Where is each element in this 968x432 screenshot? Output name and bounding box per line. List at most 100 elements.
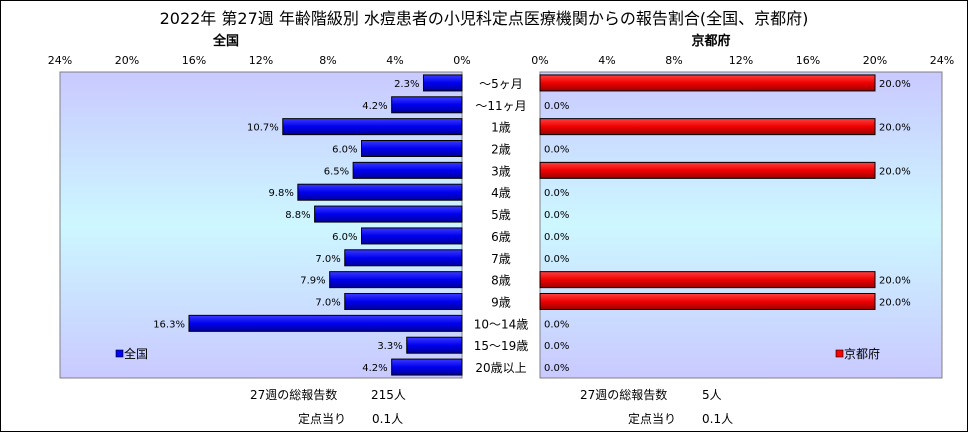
left-tick-label: 20% — [115, 54, 139, 67]
category-label: 5歳 — [491, 208, 511, 222]
right-data-label: 20.0% — [879, 166, 911, 177]
right-plot-area — [539, 71, 943, 379]
right-legend: 京都府 — [835, 346, 880, 361]
right-tick-label: 16% — [796, 54, 820, 67]
kyoto-per-site-label: 定点当り — [628, 412, 677, 426]
left-tick-label: 16% — [182, 54, 206, 67]
left-bar — [314, 205, 463, 223]
right-tick-label: 4% — [598, 54, 615, 67]
right-bar — [539, 293, 876, 310]
left-bar — [188, 314, 463, 332]
right-legend-label: 京都府 — [844, 346, 880, 361]
national-per-site-value: 0.1人 — [372, 412, 404, 426]
right-data-label: 0.0% — [544, 232, 569, 243]
right-tick-label: 0% — [531, 54, 548, 67]
right-data-label: 0.0% — [544, 101, 569, 112]
right-data-label: 0.0% — [544, 188, 569, 199]
category-label: 15～19歳 — [474, 339, 529, 353]
left-bar — [344, 293, 463, 310]
right-legend-swatch — [835, 349, 844, 358]
right-tick-label: 20% — [863, 54, 887, 67]
right-axis-ticks: 0% 4% 8% 12% 16% 20% 24% — [531, 54, 954, 67]
category-labels: ～5ヶ月 ～11ヶ月 1歳 2歳 3歳 4歳 5歳 6歳 7歳 8歳 9歳 10～14歳 15～19歳 2… — [474, 77, 529, 375]
left-data-label: 7.0% — [315, 254, 340, 265]
left-data-label: 7.9% — [300, 276, 325, 287]
left-bar — [282, 118, 463, 136]
right-tick-label: 8% — [665, 54, 682, 67]
left-data-label: 4.2% — [362, 101, 387, 112]
national-per-site-label: 定点当り — [298, 412, 347, 426]
left-tick-label: 8% — [319, 54, 336, 67]
left-bar — [391, 358, 463, 376]
national-total-value: 215人 — [371, 388, 406, 402]
left-data-label: 9.8% — [268, 188, 293, 199]
left-panel-title: 全国 — [212, 33, 239, 49]
right-data-label: 20.0% — [879, 276, 911, 287]
right-tick-label: 12% — [729, 54, 753, 67]
left-bar — [391, 96, 463, 114]
left-data-label: 8.8% — [285, 210, 310, 221]
left-tick-label: 12% — [249, 54, 273, 67]
left-legend-label: 全国 — [124, 346, 148, 361]
right-data-label: 20.0% — [879, 123, 911, 134]
left-tick-label: 0% — [453, 54, 470, 67]
right-bars: 20.0% 0.0% 20.0% 0.0% 20.0% 0.0% 0.0% 0.0% 0.0% 2… — [539, 74, 911, 374]
left-data-label: 3.3% — [377, 341, 402, 352]
category-label: 10～14歳 — [474, 317, 529, 331]
right-data-label: 0.0% — [544, 210, 569, 221]
category-label: 20歳以上 — [475, 361, 526, 375]
kyoto-total-label: 27週の総報告数 — [580, 388, 668, 402]
category-label: 6歳 — [491, 230, 511, 244]
left-data-label: 7.0% — [315, 298, 340, 309]
right-data-label: 0.0% — [544, 341, 569, 352]
category-label: 4歳 — [491, 186, 511, 200]
left-bar — [329, 271, 463, 289]
left-bar — [361, 227, 463, 245]
right-data-label: 20.0% — [879, 298, 911, 309]
left-data-label: 10.7% — [247, 123, 279, 134]
right-data-label: 20.0% — [879, 79, 911, 90]
left-data-label: 6.0% — [332, 145, 357, 156]
right-data-label: 0.0% — [544, 145, 569, 156]
left-data-label: 6.0% — [332, 232, 357, 243]
right-tick-label: 24% — [930, 54, 954, 67]
category-label: ～11ヶ月 — [475, 99, 526, 113]
left-tick-label: 24% — [48, 54, 72, 67]
category-label: 7歳 — [491, 252, 511, 266]
category-label: 8歳 — [491, 274, 511, 288]
right-bar — [539, 271, 876, 289]
left-bars: 2.3% 4.2% 10.7% 6.0% 6.5% 9.8% 8.8% 6.0% 7.0% 7.9… — [153, 74, 463, 376]
left-legend-swatch — [115, 349, 124, 358]
kyoto-total-value: 5人 — [702, 388, 722, 402]
left-axis-ticks: 24% 20% 16% 12% 8% 4% 0% — [48, 54, 471, 67]
left-data-label: 16.3% — [153, 319, 185, 330]
left-bar — [422, 74, 463, 92]
page-title: 2022年 第27週 年齢階級別 水痘患者の小児科定点医療機関からの報告割合(全… — [159, 9, 809, 28]
right-bar — [539, 161, 876, 179]
left-bar — [361, 140, 463, 157]
left-bar — [344, 249, 463, 267]
right-bar — [539, 118, 876, 136]
right-bar — [539, 74, 876, 92]
category-label: 2歳 — [491, 143, 511, 157]
national-total-label: 27週の総報告数 — [250, 388, 338, 402]
left-plot-area — [59, 71, 463, 379]
left-tick-label: 4% — [386, 54, 403, 67]
left-bar — [352, 161, 463, 179]
left-data-label: 4.2% — [362, 363, 387, 374]
left-bar — [297, 183, 463, 201]
category-label: 3歳 — [491, 164, 511, 178]
right-data-label: 0.0% — [544, 319, 569, 330]
right-data-label: 0.0% — [544, 363, 569, 374]
right-panel-title: 京都府 — [691, 33, 730, 49]
left-bar — [406, 336, 463, 354]
left-legend: 全国 — [115, 346, 148, 361]
kyoto-per-site-value: 0.1人 — [702, 412, 734, 426]
category-label: 9歳 — [491, 296, 511, 310]
category-label: ～5ヶ月 — [479, 77, 523, 91]
left-data-label: 6.5% — [324, 166, 349, 177]
category-label: 1歳 — [491, 121, 511, 135]
right-data-label: 0.0% — [544, 254, 569, 265]
left-data-label: 2.3% — [394, 79, 419, 90]
